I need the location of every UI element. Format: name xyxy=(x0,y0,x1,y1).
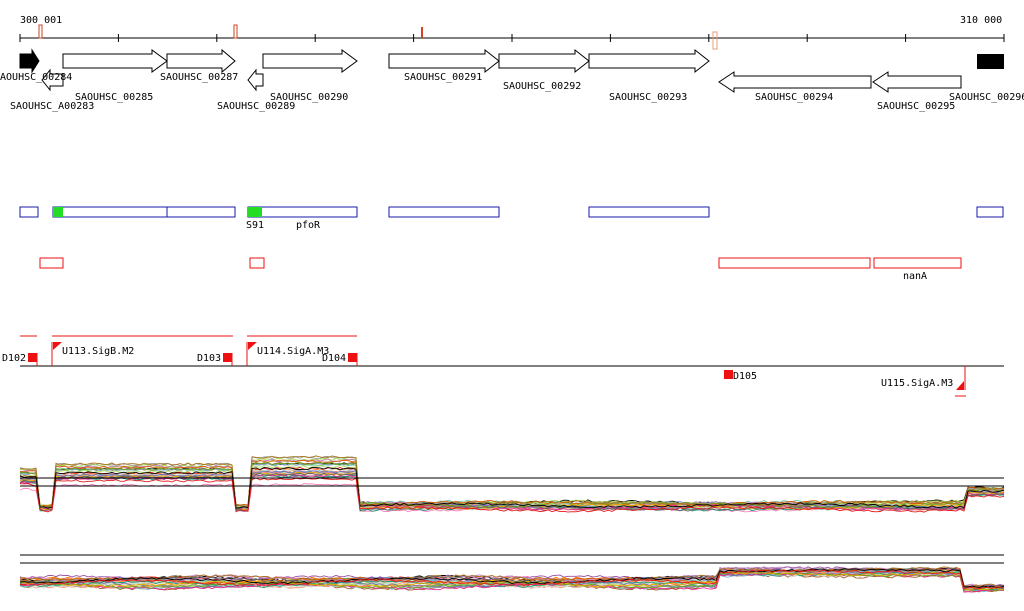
ruler-marker xyxy=(233,24,238,39)
gene-arrow[interactable] xyxy=(977,54,1004,69)
gene-arrow[interactable] xyxy=(262,49,358,73)
gene-arrow[interactable] xyxy=(19,48,40,74)
green-site-mark[interactable] xyxy=(53,207,63,217)
gene-arrow[interactable] xyxy=(718,71,872,93)
expression-profile-line xyxy=(19,477,1005,513)
gene-label: SAOUHSC_00293 xyxy=(609,92,687,103)
tu-label: U113.SigB.M2 xyxy=(62,346,134,357)
gene-arrow[interactable] xyxy=(62,49,168,73)
gene-arrow[interactable] xyxy=(498,48,590,74)
gene-label: SAOUHSC_00292 xyxy=(503,81,581,92)
gene-label: SAOUHSC_A00283 xyxy=(10,101,94,112)
gene-label: SAOUHSC_00285 xyxy=(75,92,153,103)
transcription-unit-track: D102 D103 D104 D105 U113.SigB.M2 U114.Si… xyxy=(2,335,1004,397)
expression-profile-line xyxy=(19,566,1005,587)
gene-arrow[interactable] xyxy=(588,48,710,74)
ruler-end-label: 310 000 xyxy=(960,15,1002,26)
gene-arrow[interactable] xyxy=(247,68,264,92)
expression-profile-line xyxy=(19,473,1005,511)
tu-label: U115.SigA.M3 xyxy=(881,378,953,389)
expression-profile-line xyxy=(19,571,1005,591)
downshift-label: D102 xyxy=(2,353,26,364)
feature-box[interactable] xyxy=(249,257,265,269)
ruler-marker xyxy=(712,31,718,50)
tu-start-flag[interactable] xyxy=(956,381,964,390)
feature-box[interactable] xyxy=(976,206,1004,218)
feature-label: pfoR xyxy=(296,220,321,231)
expression-profile-line xyxy=(19,467,1005,509)
feature-label: nanA xyxy=(903,271,927,282)
gene-label: SAOUHSC_00287 xyxy=(160,72,238,83)
expression-profile-line xyxy=(20,455,1005,508)
ruler-marker xyxy=(38,24,43,39)
feature-box[interactable] xyxy=(166,206,236,218)
gene-label: SAOUHSC_00284 xyxy=(0,72,72,83)
gene-label: SAOUHSC_00294 xyxy=(755,92,833,103)
gene-arrow[interactable] xyxy=(166,48,236,74)
feature-label: S91 xyxy=(246,220,264,231)
expression-profiles xyxy=(19,566,1005,593)
downshift-marker[interactable] xyxy=(724,370,733,379)
feature-box[interactable] xyxy=(388,206,500,218)
blue-feature-track: S91 pfoR xyxy=(19,206,1004,231)
ruler-marker xyxy=(421,27,423,38)
expression-profile-line xyxy=(19,459,1005,507)
downshift-marker[interactable] xyxy=(348,353,357,362)
feature-box[interactable] xyxy=(247,206,358,218)
downshift-label: D103 xyxy=(197,353,221,364)
expression-profile-line xyxy=(19,568,1005,589)
feature-box[interactable] xyxy=(19,206,39,218)
ruler-ticks xyxy=(19,34,1005,42)
coordinate-ruler: 300 001 310 000 xyxy=(19,15,1005,50)
gene-arrow[interactable] xyxy=(41,68,64,92)
feature-box[interactable] xyxy=(52,206,168,218)
gene-track: SAOUHSC_00284 SAOUHSC_A00283 SAOUHSC_002… xyxy=(0,48,1024,112)
downshift-marker[interactable] xyxy=(28,353,37,362)
tu-start-flag[interactable] xyxy=(53,342,62,350)
downshift-label: D105 xyxy=(733,371,757,382)
expression-track-2 xyxy=(19,554,1005,593)
ruler-start-label: 300 001 xyxy=(20,15,62,26)
feature-box[interactable] xyxy=(588,206,710,218)
gene-arrow[interactable] xyxy=(872,71,962,93)
expression-profile-line xyxy=(19,569,1005,590)
tu-start-flag[interactable] xyxy=(248,342,257,350)
gene-label: SAOUHSC_00296 xyxy=(949,92,1024,103)
downshift-marker[interactable] xyxy=(223,353,232,362)
tu-label: U114.SigA.M3 xyxy=(257,346,329,357)
gene-label: SAOUHSC_00289 xyxy=(217,101,295,112)
feature-box[interactable] xyxy=(873,257,962,269)
expression-profile-line xyxy=(19,568,1005,589)
downshift-label: D104 xyxy=(322,353,346,364)
expression-profiles xyxy=(19,455,1005,513)
expression-profile-line xyxy=(19,457,1005,507)
feature-box[interactable] xyxy=(718,257,871,269)
gene-label: SAOUHSC_00291 xyxy=(404,72,482,83)
gene-arrow[interactable] xyxy=(388,48,500,74)
gene-label: SAOUHSC_00295 xyxy=(877,101,955,112)
gene-label: SAOUHSC_00290 xyxy=(270,92,348,103)
expression-track-1 xyxy=(19,455,1005,513)
feature-box[interactable] xyxy=(39,257,64,269)
red-feature-track: nanA xyxy=(39,257,962,282)
green-site-mark[interactable] xyxy=(248,207,262,217)
